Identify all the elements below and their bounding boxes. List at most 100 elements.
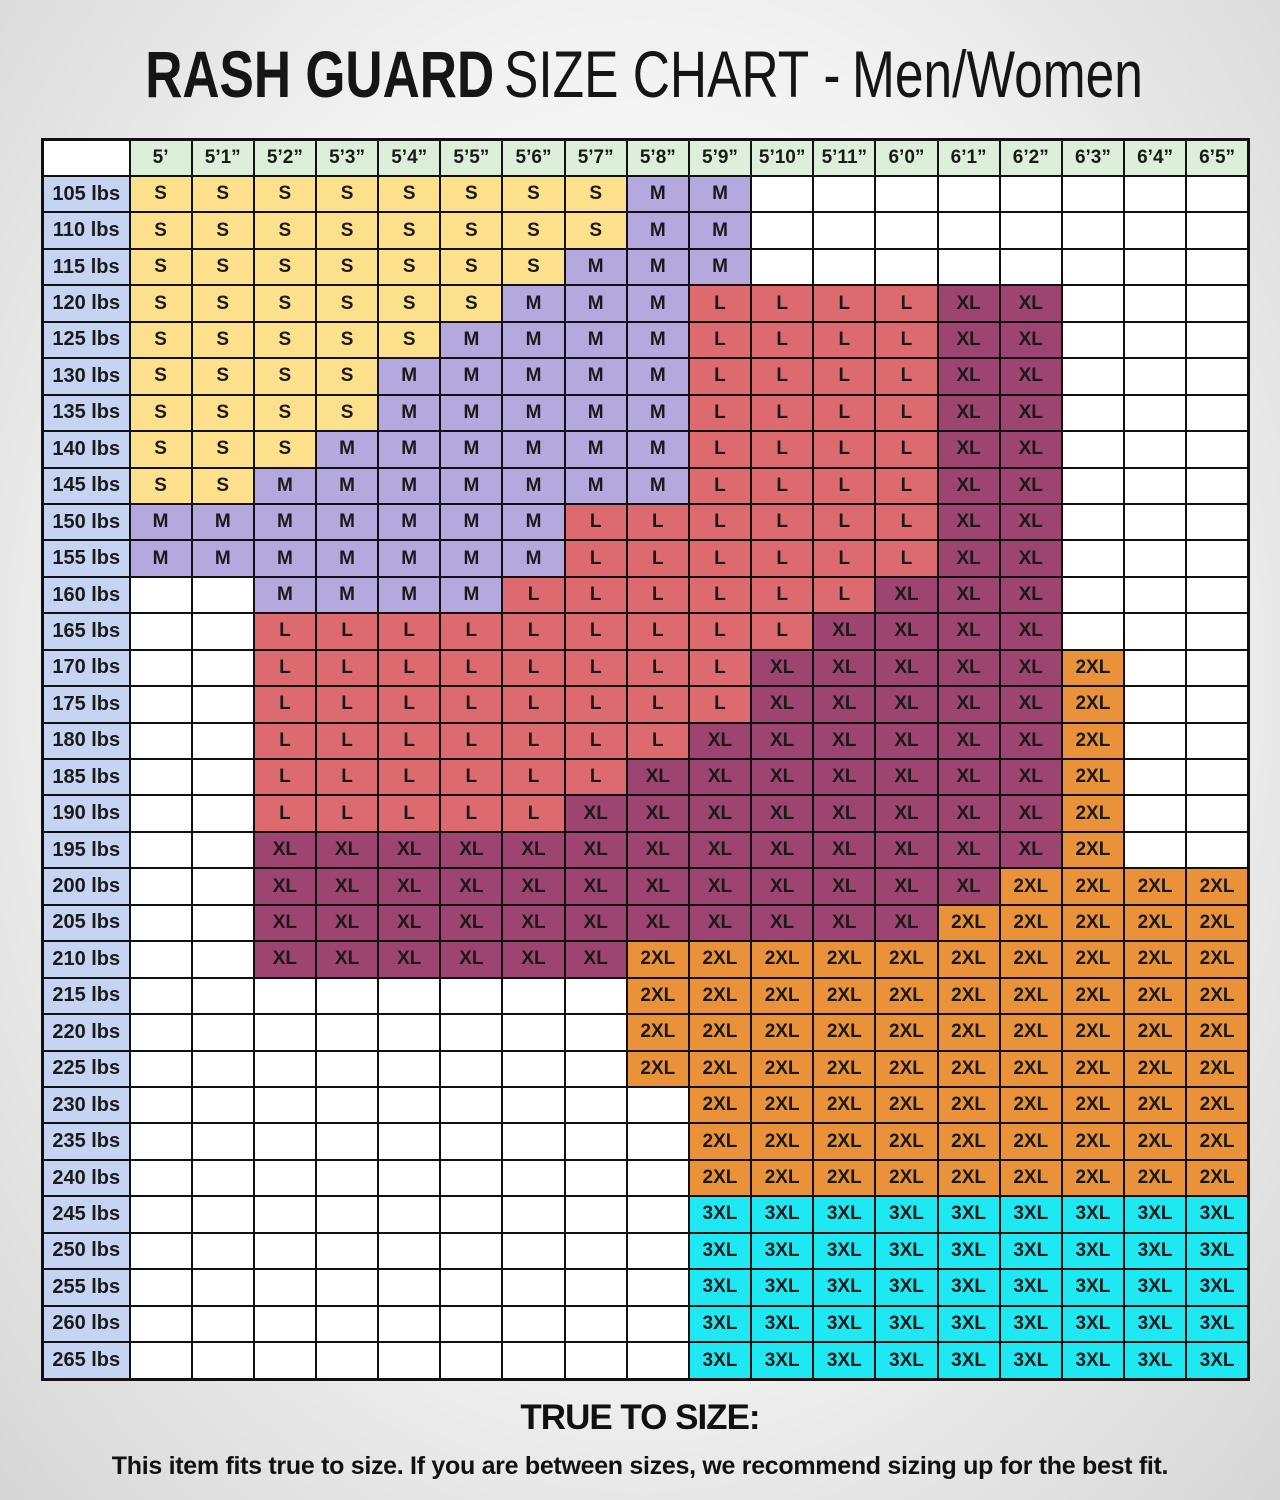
size-cell: L	[501, 612, 566, 651]
size-cell: L	[750, 284, 815, 323]
empty-cell	[377, 1195, 442, 1234]
empty-cell	[1185, 357, 1250, 396]
size-cell: 3XL	[750, 1341, 815, 1381]
empty-cell	[252, 1013, 317, 1052]
weight-row: 250 lbs 3XL 3XL 3XL 3XL 3XL 3XL 3XL 3XL 3XL	[41, 1231, 1250, 1271]
size-cell: XL	[252, 940, 317, 979]
size-cell: XL	[936, 539, 1001, 578]
size-cell: L	[874, 430, 939, 469]
empty-cell	[439, 1158, 504, 1198]
size-cell: L	[625, 648, 690, 688]
size-cell: XL	[936, 393, 1001, 433]
size-cell: 2XL	[750, 1122, 815, 1161]
size-cell: M	[687, 174, 753, 214]
size-cell: XL	[625, 794, 690, 833]
size-cell: 3XL	[1060, 1231, 1126, 1271]
empty-cell	[1185, 575, 1250, 615]
size-cell: M	[314, 502, 380, 542]
size-cell: L	[750, 539, 815, 578]
empty-cell	[190, 1013, 255, 1052]
size-cell: XL	[874, 867, 939, 906]
weight-row: 130 lbs S S S S M M M M M L L L L XL XL	[41, 357, 1250, 396]
size-cell: S	[563, 211, 628, 250]
size-cell: XL	[998, 648, 1063, 688]
size-cell: L	[687, 393, 753, 433]
size-cell: L	[625, 575, 690, 615]
empty-cell	[128, 757, 193, 797]
empty-cell	[439, 1049, 504, 1088]
size-cell: M	[377, 393, 442, 433]
size-cell: M	[625, 320, 690, 360]
size-cell: S	[190, 357, 255, 396]
size-cell: L	[439, 648, 504, 688]
empty-cell	[1185, 685, 1250, 724]
empty-cell	[252, 1231, 317, 1271]
size-cell: L	[563, 648, 628, 688]
size-cell: M	[625, 284, 690, 323]
size-cell: L	[687, 612, 753, 651]
empty-cell	[128, 1158, 193, 1198]
size-cell: 3XL	[1122, 1231, 1188, 1271]
size-cell: S	[439, 284, 504, 323]
size-cell: L	[687, 648, 753, 688]
empty-cell	[190, 1122, 255, 1161]
size-cell: L	[750, 430, 815, 469]
empty-cell	[1122, 393, 1188, 433]
size-cell: L	[563, 685, 628, 724]
size-cell: 2XL	[1122, 867, 1188, 906]
size-cell: S	[128, 430, 193, 469]
size-cell: 2XL	[1060, 830, 1126, 870]
size-cell: L	[501, 757, 566, 797]
empty-cell	[128, 612, 193, 651]
size-cell: L	[874, 357, 939, 396]
size-cell: 2XL	[625, 976, 690, 1016]
size-cell: 2XL	[1060, 976, 1126, 1016]
size-cell: 3XL	[874, 1268, 939, 1307]
empty-cell	[1185, 211, 1250, 250]
weight-row: 105 lbs S S S S S S S S M M	[41, 174, 1250, 214]
size-cell: S	[190, 320, 255, 360]
empty-cell	[190, 1085, 255, 1125]
weight-header: 160 lbs	[41, 575, 131, 615]
weight-header: 220 lbs	[41, 1013, 131, 1052]
size-cell: S	[501, 174, 566, 214]
size-cell: XL	[812, 794, 877, 833]
height-header: 5’8”	[625, 138, 690, 177]
size-cell: 3XL	[1122, 1341, 1188, 1381]
size-cell: L	[874, 320, 939, 360]
size-cell: XL	[625, 867, 690, 906]
weight-header: 105 lbs	[41, 174, 131, 214]
size-cell: L	[314, 648, 380, 688]
weight-header: 245 lbs	[41, 1195, 131, 1234]
empty-cell	[190, 1195, 255, 1234]
empty-cell	[128, 867, 193, 906]
empty-cell	[812, 174, 877, 214]
size-cell: 2XL	[1122, 1122, 1188, 1161]
size-cell: 2XL	[750, 1085, 815, 1125]
empty-cell	[874, 211, 939, 250]
empty-cell	[563, 1341, 628, 1381]
weight-row: 235 lbs 2XL 2XL 2XL 2XL 2XL 2XL 2XL 2XL 2XL	[41, 1122, 1250, 1161]
height-header: 5’3”	[314, 138, 380, 177]
size-cell: 2XL	[687, 976, 753, 1016]
size-cell: 2XL	[750, 1013, 815, 1052]
empty-cell	[563, 1013, 628, 1052]
size-cell: 2XL	[1122, 1085, 1188, 1125]
empty-cell	[501, 1049, 566, 1088]
empty-cell	[439, 1195, 504, 1234]
size-cell: L	[314, 685, 380, 724]
empty-cell	[501, 1122, 566, 1161]
empty-cell	[439, 1268, 504, 1307]
weight-header: 140 lbs	[41, 430, 131, 469]
size-cell: 2XL	[812, 1085, 877, 1125]
size-cell: 2XL	[1060, 1122, 1126, 1161]
size-cell: M	[439, 393, 504, 433]
empty-cell	[128, 721, 193, 761]
empty-cell	[1060, 174, 1126, 214]
size-cell: XL	[998, 357, 1063, 396]
size-cell: S	[377, 320, 442, 360]
empty-cell	[1060, 357, 1126, 396]
empty-cell	[190, 794, 255, 833]
size-cell: M	[563, 357, 628, 396]
size-cell: S	[377, 284, 442, 323]
